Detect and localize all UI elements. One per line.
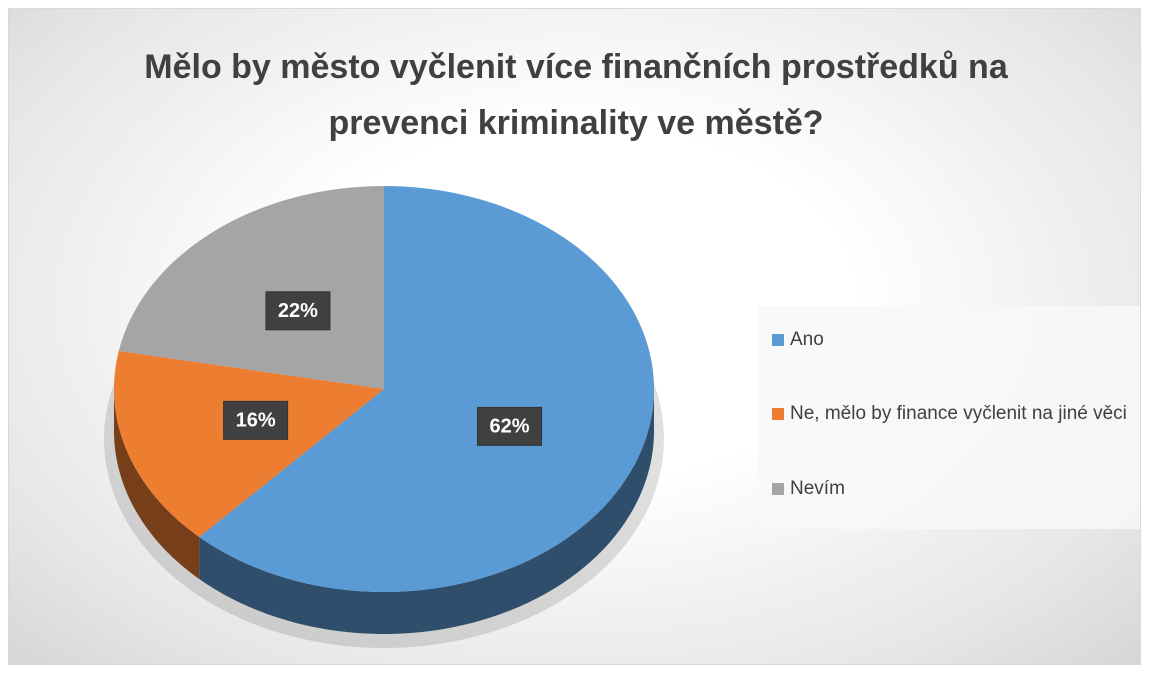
legend-swatch: [772, 334, 784, 346]
legend-label: Ne, mělo by finance vyčlenit na jiné věc…: [790, 403, 1127, 424]
data-label: 22%: [278, 300, 318, 322]
data-label-box: [265, 291, 331, 331]
data-label: 62%: [490, 416, 530, 438]
pie-side: [114, 389, 200, 579]
pie-slice: [113, 350, 384, 537]
legend-item: Nevím: [772, 474, 1132, 504]
pie-side: [199, 389, 654, 634]
legend-label: Ano: [790, 329, 824, 350]
chart: 62% 16% 22% Mělo by město vyčlenit více fi…: [8, 8, 1141, 665]
legend-label: Nevím: [790, 478, 845, 499]
legend-swatch: [772, 408, 784, 420]
pie-area: 62% 16% 22%: [104, 186, 664, 648]
data-label: 16%: [236, 410, 276, 432]
data-label-box: [223, 400, 289, 440]
data-label-box: [477, 406, 543, 446]
pie-slice: [118, 186, 384, 389]
legend-item: Ne, mělo by finance vyčlenit na jiné věc…: [772, 399, 1132, 429]
chart-title: Mělo by město vyčlenit více finančních p…: [144, 48, 1008, 142]
legend: Ano Ne, mělo by finance vyčlenit na jiné …: [758, 306, 1140, 529]
legend-swatch: [772, 483, 784, 495]
pie-slice: [199, 186, 654, 592]
legend-item: Ano: [772, 325, 1132, 355]
